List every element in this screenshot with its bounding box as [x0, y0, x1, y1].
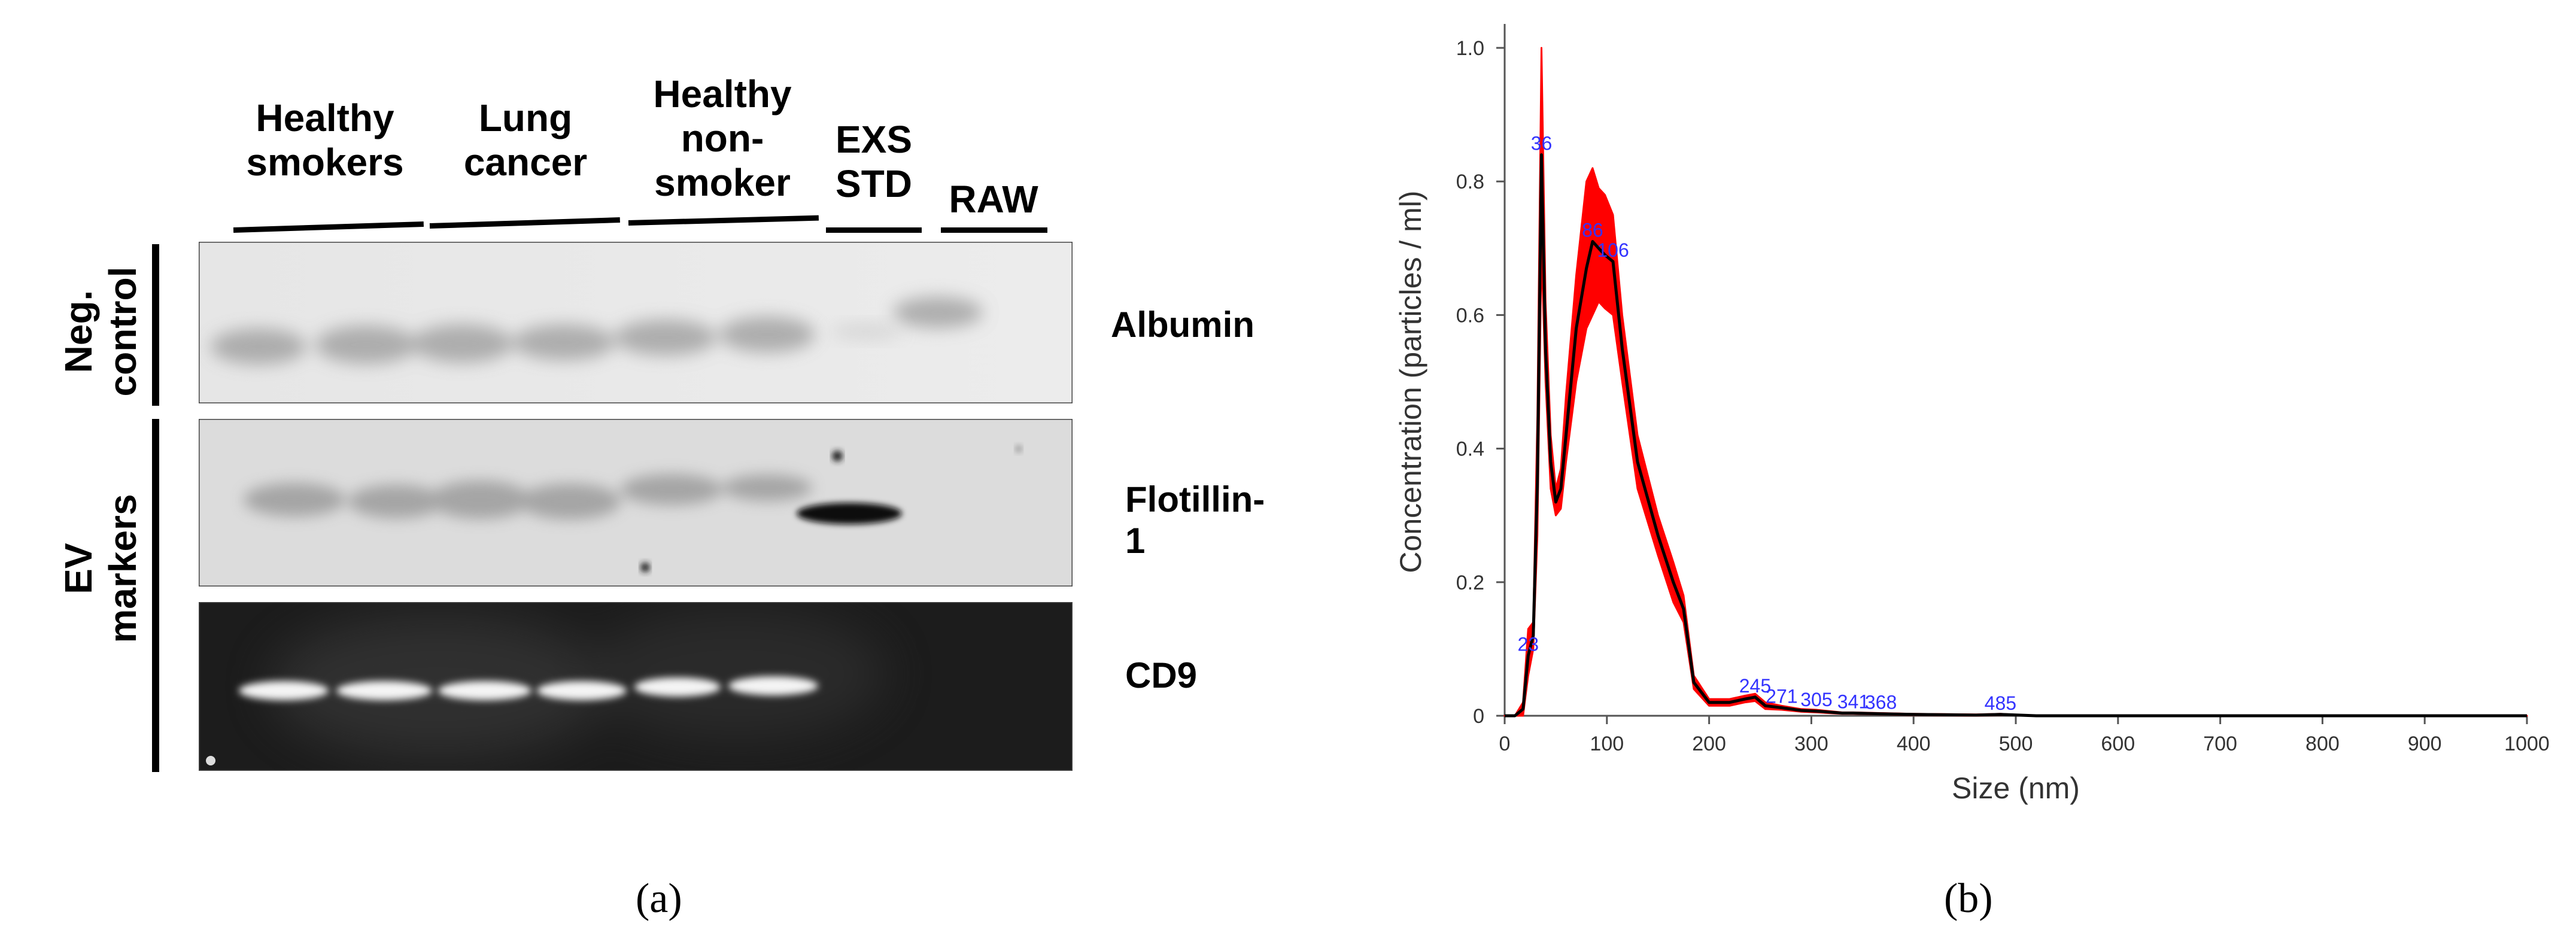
y-tick-label: 0.6	[1456, 304, 1484, 327]
x-tick-label: 0	[1499, 733, 1511, 755]
group-label-line: RAW	[949, 178, 1038, 221]
group-label-line: smokers	[246, 141, 404, 184]
group-label-line: Healthy	[256, 96, 394, 139]
row-label-line: control	[101, 266, 144, 397]
peak-label: 245	[1739, 675, 1771, 697]
group-label-line: STD	[836, 162, 912, 205]
mean-line	[1505, 153, 2527, 718]
group-underline-raw	[941, 227, 1047, 233]
x-tick-label: 800	[2305, 733, 2340, 755]
x-tick-label: 500	[1999, 733, 2033, 755]
band-label-flotillin-1: Flotillin-1	[1125, 479, 1265, 561]
y-tick-label: 1.0	[1456, 37, 1484, 60]
peak-label: 86	[1582, 220, 1603, 241]
group-label-line: Lung	[478, 96, 573, 139]
row-label-neg-control: Neg. control	[56, 248, 145, 415]
caption-panel-a: (a)	[636, 876, 682, 922]
group-label-healthy-non-smoker: Healthy non- smoker	[624, 72, 821, 205]
caption-panel-b: (b)	[1944, 876, 1993, 922]
x-tick-label: 700	[2203, 733, 2237, 755]
peak-label: 485	[1985, 692, 2016, 714]
group-label-line: cancer	[463, 141, 588, 184]
group-underline-exs-std	[826, 227, 922, 233]
nta-size-distribution-chart: 0 100 200 300 400 500 600 700 800 900 1000 0 0.2 0.4 0…	[1394, 24, 2550, 805]
group-label-raw: RAW	[940, 177, 1047, 221]
x-tick-label: 600	[2101, 733, 2135, 755]
x-tick-label: 400	[1897, 733, 1931, 755]
group-underline-healthy-smokers	[233, 221, 424, 233]
x-tick-label: 200	[1692, 733, 1726, 755]
x-axis-label: Size (nm)	[1952, 771, 2080, 805]
blot-cd9-image	[199, 602, 1073, 771]
row-bracket-neg-control	[152, 244, 159, 406]
x-tick-label: 1000	[2504, 733, 2550, 755]
band-label-albumin: Albumin	[1111, 305, 1254, 345]
group-label-exs-std: EXS STD	[820, 117, 928, 206]
x-tick-label: 900	[2408, 733, 2442, 755]
group-label-healthy-smokers: Healthy smokers	[226, 96, 424, 184]
group-label-line: Healthy	[653, 72, 792, 116]
x-tick-label: 300	[1794, 733, 1828, 755]
peak-label: 341	[1837, 691, 1869, 713]
group-label-line: non-	[681, 117, 764, 160]
row-label-ev-markers: EV markers	[56, 467, 145, 670]
band-label-cd9: CD9	[1125, 655, 1198, 695]
y-tick-label: 0.8	[1456, 171, 1484, 193]
row-label-line: EV	[57, 543, 100, 594]
group-label-line: smoker	[654, 161, 791, 204]
peak-label: 106	[1597, 239, 1629, 261]
group-label-line: EXS	[835, 118, 913, 161]
row-label-line: markers	[101, 494, 144, 643]
group-label-lung-cancer: Lung cancer	[430, 96, 621, 184]
y-tick-label: 0	[1473, 705, 1484, 728]
peak-label: 305	[1800, 689, 1832, 710]
peak-label: 368	[1865, 692, 1897, 713]
group-underline-lung-cancer	[429, 217, 620, 229]
row-label-line: Neg.	[57, 290, 100, 373]
peak-label: 271	[1766, 686, 1797, 707]
y-axis-label: Concentration (particles / ml)	[1394, 190, 1427, 573]
row-bracket-ev-markers	[152, 419, 159, 772]
y-tick-label: 0.2	[1456, 572, 1484, 594]
plot-layer: 0 100 200 300 400 500 600 700 800 900 1000 0 0.2 0.4 0…	[1394, 24, 2550, 805]
blot-flotillin-image	[199, 419, 1073, 586]
group-underline-healthy-non-smoker	[628, 215, 819, 226]
x-tick-label: 100	[1590, 733, 1624, 755]
blot-albumin-image	[199, 242, 1073, 403]
y-tick-label: 0.4	[1456, 438, 1484, 461]
error-band	[1503, 47, 2528, 717]
peak-label: 36	[1531, 133, 1553, 154]
peak-label: 23	[1517, 634, 1539, 655]
